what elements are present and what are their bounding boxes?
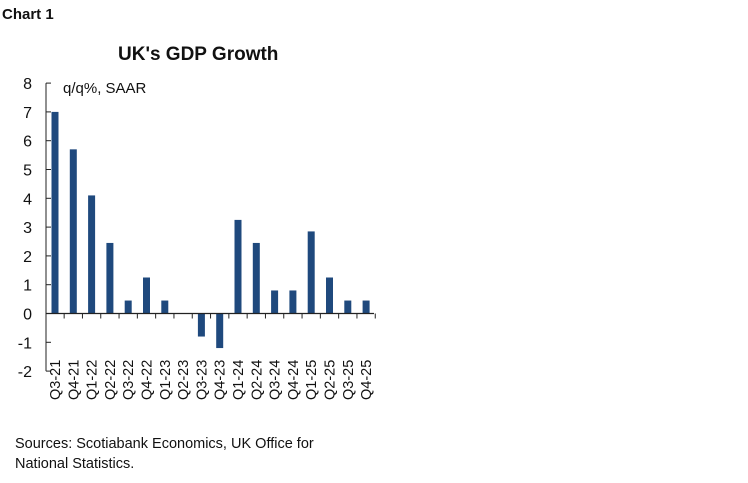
- chart-title: UK's GDP Growth: [118, 44, 279, 65]
- bar: [124, 300, 132, 314]
- x-tick-label: Q4-21: [66, 360, 82, 400]
- x-tick-label: Q2-25: [323, 360, 339, 400]
- x-tick-label: Q2-22: [103, 360, 119, 400]
- y-tick-label: -2: [18, 364, 32, 381]
- x-tick-label: Q2-23: [176, 360, 192, 400]
- y-tick-label: 2: [23, 249, 32, 266]
- x-tick-label: Q2-24: [249, 360, 265, 400]
- x-tick-label: Q3-25: [341, 360, 357, 400]
- y-tick-label: 3: [23, 220, 32, 237]
- bar: [161, 300, 169, 314]
- bar: [252, 242, 260, 314]
- y-tick-label: 0: [23, 307, 32, 324]
- source-note: Sources: Scotiabank Economics, UK Office…: [15, 436, 314, 472]
- y-tick-label: 6: [23, 134, 32, 151]
- bar: [88, 195, 96, 314]
- y-tick-label: 7: [23, 105, 32, 122]
- y-tick-label: 8: [23, 76, 32, 93]
- x-tick-label: Q4-22: [140, 360, 156, 400]
- x-tick-label: Q3-21: [48, 360, 64, 400]
- y-tick-label: 1: [23, 278, 32, 295]
- y-tick-label: 5: [23, 163, 32, 180]
- y-tick-label: 4: [23, 191, 32, 208]
- bar: [307, 231, 315, 314]
- bar: [344, 300, 352, 314]
- y-tick-label: -1: [18, 335, 32, 352]
- bar: [106, 242, 114, 314]
- bar: [143, 277, 150, 314]
- bar: [69, 149, 77, 314]
- x-tick-label: Q3-23: [194, 360, 210, 400]
- bar: [271, 290, 279, 314]
- bar: [362, 300, 370, 314]
- x-tick-label: Q4-24: [286, 360, 302, 400]
- bar: [216, 313, 224, 349]
- chart-label: Chart 1: [2, 6, 54, 23]
- y-axis-label: q/q%, SAAR: [63, 80, 147, 97]
- x-tick-label: Q1-24: [231, 360, 247, 400]
- x-tick-label: Q1-22: [85, 360, 101, 400]
- x-tick-label: Q1-25: [304, 360, 320, 400]
- x-tick-label: Q4-23: [213, 360, 229, 400]
- bar: [234, 219, 242, 314]
- bar: [197, 313, 205, 337]
- bar: [289, 290, 297, 314]
- x-tick-label: Q4-25: [359, 360, 375, 400]
- bar: [326, 277, 333, 314]
- x-tick-label: Q3-22: [121, 360, 137, 400]
- x-tick-label: Q3-24: [268, 360, 284, 400]
- bar: [51, 111, 59, 314]
- x-tick-label: Q1-23: [158, 360, 174, 400]
